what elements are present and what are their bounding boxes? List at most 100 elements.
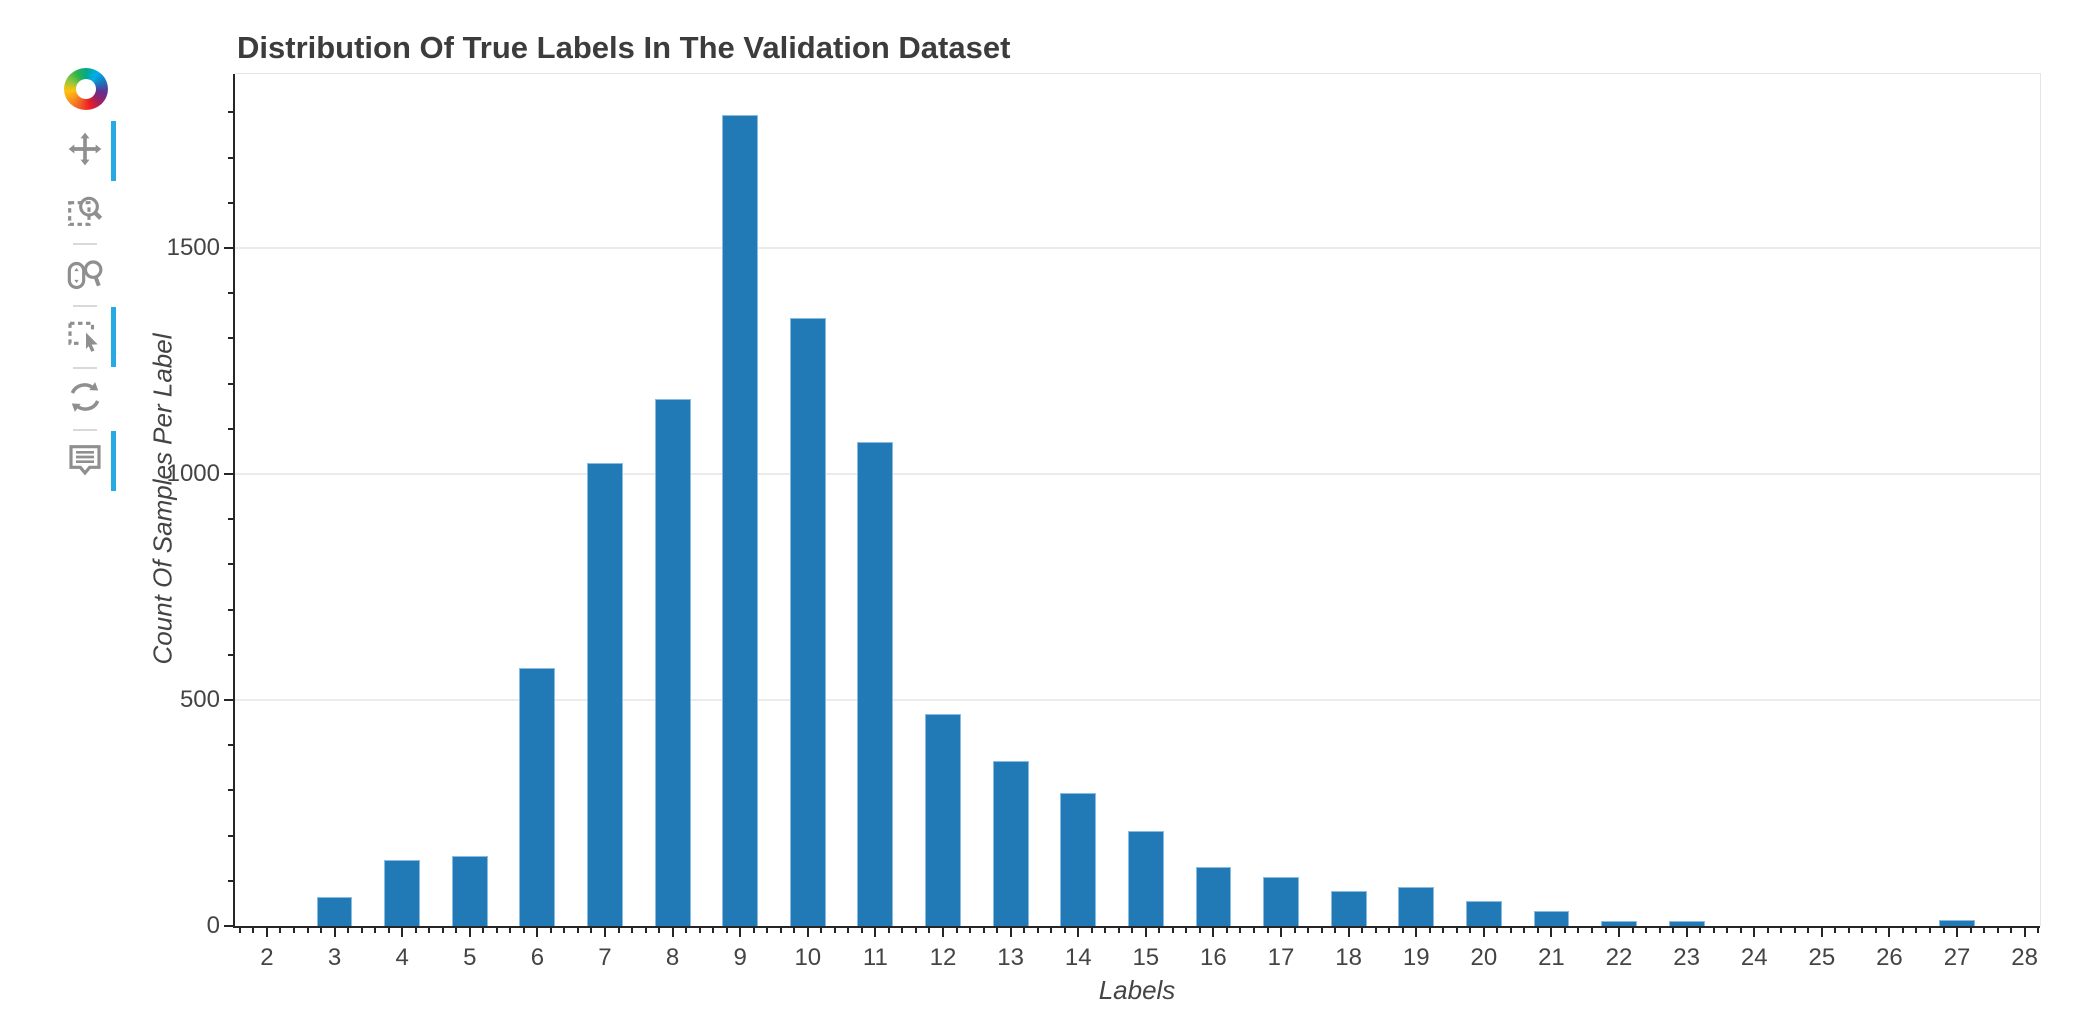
hover-tool-button[interactable] xyxy=(62,431,116,491)
x-tick-label: 17 xyxy=(1267,944,1295,971)
bar-11[interactable] xyxy=(857,442,894,926)
bar-12[interactable] xyxy=(925,713,961,926)
x-minor-tick xyxy=(752,928,755,933)
bar-17[interactable] xyxy=(1263,877,1299,926)
x-tick-label: 15 xyxy=(1132,944,1160,971)
x-minor-tick xyxy=(347,928,350,933)
x-minor-tick xyxy=(252,928,255,933)
x-major-tick xyxy=(468,928,471,937)
x-minor-tick xyxy=(766,928,769,933)
x-minor-tick xyxy=(969,928,972,933)
x-minor-tick xyxy=(238,928,241,933)
pan-icon xyxy=(65,129,105,174)
x-minor-tick xyxy=(509,928,512,933)
y-minor-tick xyxy=(228,744,233,747)
bar-5[interactable] xyxy=(451,855,488,926)
x-tick-label: 7 xyxy=(598,944,612,971)
wheel-zoom-tool-button[interactable] xyxy=(62,250,108,300)
x-tick-label: 26 xyxy=(1876,944,1903,971)
bar-7[interactable] xyxy=(587,462,623,926)
bar-22[interactable] xyxy=(1601,920,1637,926)
y-minor-tick xyxy=(228,292,233,295)
box-zoom-icon xyxy=(65,191,105,236)
reset-tool-button[interactable] xyxy=(62,374,108,424)
x-minor-tick xyxy=(1983,928,1986,933)
x-minor-tick xyxy=(1131,928,1134,933)
bar-8[interactable] xyxy=(654,399,691,926)
x-tick-label: 12 xyxy=(929,944,957,971)
x-minor-tick xyxy=(1915,928,1918,933)
x-minor-tick xyxy=(360,928,363,933)
bar-3[interactable] xyxy=(316,896,353,926)
bar-16[interactable] xyxy=(1195,867,1232,926)
x-major-tick xyxy=(1280,928,1283,937)
x-major-tick xyxy=(1347,928,1350,937)
x-minor-tick xyxy=(1929,928,1931,933)
x-tick-label: 11 xyxy=(862,944,888,971)
box-select-tool-button[interactable] xyxy=(62,307,116,367)
bar-4[interactable] xyxy=(384,860,421,926)
bar-14[interactable] xyxy=(1060,792,1097,926)
x-minor-tick xyxy=(1523,928,1526,933)
x-major-tick xyxy=(536,928,539,937)
box-zoom-tool-button[interactable] xyxy=(62,188,108,238)
x-minor-tick xyxy=(428,928,431,933)
y-minor-tick xyxy=(228,201,233,204)
x-minor-tick xyxy=(1996,928,1999,933)
x-minor-tick xyxy=(617,928,620,933)
x-minor-tick xyxy=(455,928,458,933)
x-minor-tick xyxy=(374,928,377,933)
x-minor-tick xyxy=(860,928,863,933)
x-minor-tick xyxy=(1036,928,1039,933)
x-minor-tick xyxy=(1901,928,1904,933)
x-tick-label: 22 xyxy=(1605,944,1633,971)
x-minor-tick xyxy=(387,928,390,933)
x-minor-tick xyxy=(1158,928,1161,933)
x-minor-tick xyxy=(1171,928,1174,933)
bar-23[interactable] xyxy=(1668,920,1705,926)
x-major-tick xyxy=(1618,928,1621,937)
x-minor-tick xyxy=(658,928,661,933)
x-major-tick xyxy=(806,928,809,937)
x-minor-tick xyxy=(1050,928,1053,933)
y-minor-tick xyxy=(228,653,233,656)
x-major-tick xyxy=(1956,928,1959,937)
x-tick-label: 21 xyxy=(1538,944,1565,971)
bar-18[interactable] xyxy=(1330,891,1367,926)
y-tick-label: 1000 xyxy=(166,460,220,487)
y-minor-tick xyxy=(228,156,233,159)
x-major-tick xyxy=(333,928,336,937)
plot-area: 0 500 1000 1500 2 3 4 5 6 7 8 9 10 11 12 13 14 15 16 17 18 19… xyxy=(167,73,2041,971)
bar-15[interactable] xyxy=(1127,831,1164,926)
pan-tool-button[interactable] xyxy=(62,121,116,181)
bar-6[interactable] xyxy=(519,668,556,926)
x-major-tick xyxy=(1212,928,1215,937)
tool-active-indicator xyxy=(111,121,116,181)
x-minor-tick xyxy=(1536,928,1539,933)
x-tick-label: 3 xyxy=(327,944,342,971)
x-minor-tick xyxy=(1942,928,1945,933)
x-minor-tick xyxy=(1225,928,1228,933)
x-axis-title: Labels xyxy=(1098,975,1176,1005)
bar-19[interactable] xyxy=(1398,886,1435,926)
bokeh-logo[interactable] xyxy=(64,68,108,110)
x-tick-label: 8 xyxy=(665,944,680,971)
bar-20[interactable] xyxy=(1465,901,1502,926)
x-minor-tick xyxy=(1726,928,1729,933)
x-minor-tick xyxy=(725,928,728,933)
bar-27[interactable] xyxy=(1939,920,1975,926)
bar-13[interactable] xyxy=(992,761,1029,926)
toolbar-separator xyxy=(62,424,108,436)
x-tick-label: 18 xyxy=(1335,944,1362,971)
x-tick-label: 19 xyxy=(1402,944,1430,971)
bar-10[interactable] xyxy=(789,318,826,926)
x-minor-tick xyxy=(293,928,296,933)
x-minor-tick xyxy=(1496,928,1499,933)
bar-21[interactable] xyxy=(1533,911,1570,926)
toolbar-tools xyxy=(62,121,116,491)
toolbar-separator xyxy=(62,300,108,312)
x-minor-tick xyxy=(1874,928,1877,933)
bar-9[interactable] xyxy=(722,114,759,926)
y-major-tick xyxy=(224,247,233,250)
